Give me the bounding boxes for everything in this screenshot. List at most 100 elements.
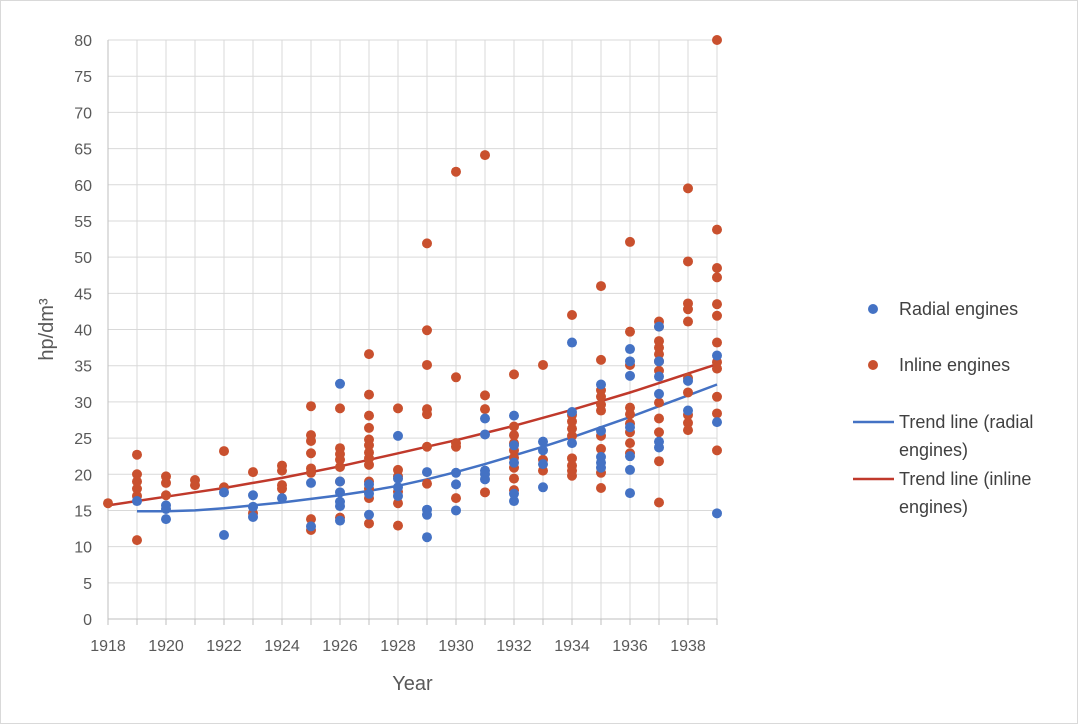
x-tick-label: 1924	[264, 638, 300, 655]
y-tick-label: 80	[74, 33, 92, 50]
x-axis-title: Year	[392, 673, 433, 695]
legend-label: Inline engines	[899, 355, 1010, 375]
radial-engine-point	[364, 479, 374, 490]
x-tick-label: 1926	[322, 638, 358, 655]
inline-engine-point	[393, 498, 403, 509]
radial-engine-point	[422, 532, 432, 543]
radial-engine-point	[335, 515, 345, 526]
inline-engine-point	[132, 535, 142, 546]
inline-engine-point	[654, 427, 664, 438]
radial-engine-point	[451, 479, 461, 490]
y-tick-label: 50	[74, 250, 92, 267]
inline-engine-point	[335, 403, 345, 414]
inline-engine-point	[567, 310, 577, 321]
y-tick-label: 10	[74, 540, 92, 557]
radial-engine-point	[683, 375, 693, 386]
inline-engine-point	[219, 446, 229, 457]
inline-engine-point	[625, 236, 635, 247]
inline-engine-point	[509, 369, 519, 380]
inline-engine-point	[712, 262, 722, 273]
radial-engine-point	[712, 508, 722, 519]
inline-engine-point	[596, 483, 606, 494]
radial-engine-point	[364, 509, 374, 520]
radial-engine-point	[422, 504, 432, 515]
x-tick-label: 1932	[496, 638, 532, 655]
inline-engine-point	[306, 463, 316, 474]
x-tick-label: 1928	[380, 638, 416, 655]
y-tick-label: 55	[74, 214, 92, 231]
inline-engine-point	[567, 460, 577, 471]
inline-engine-point	[364, 389, 374, 400]
inline-engine-point	[596, 399, 606, 410]
inline-engine-point	[712, 310, 722, 321]
inline-engine-point	[422, 441, 432, 452]
legend-label: Trend line (inline	[899, 469, 1031, 489]
y-axis-title: hp/dm³	[36, 298, 58, 361]
radial-engine-point	[654, 356, 664, 367]
radial-engine-point	[480, 465, 490, 476]
radial-engine-point	[393, 430, 403, 441]
inline-engine-point	[480, 404, 490, 415]
y-tick-label: 0	[83, 612, 92, 629]
radial-engine-point	[335, 487, 345, 498]
y-tick-label: 20	[74, 467, 92, 484]
inline-engine-point	[625, 402, 635, 413]
inline-engine-point	[712, 299, 722, 310]
inline-engine-point	[161, 471, 171, 482]
inline-engine-point	[277, 480, 287, 491]
y-tick-label: 30	[74, 395, 92, 412]
radial-engine-point	[219, 487, 229, 498]
inline-engine-point	[364, 422, 374, 433]
inline-engine-point	[712, 408, 722, 419]
inline-engine-point	[654, 336, 664, 347]
radial-engine-point	[538, 459, 548, 470]
inline-engine-point	[596, 281, 606, 292]
inline-engine-point	[509, 473, 519, 484]
inline-engine-point	[480, 390, 490, 401]
y-tick-label: 75	[74, 69, 92, 86]
inline-engine-point	[509, 421, 519, 432]
radial-engine-point	[509, 488, 519, 499]
gridlines	[107, 39, 718, 620]
radial-engine-point	[219, 530, 229, 541]
inline-engine-point	[509, 430, 519, 441]
inline-engine-point	[480, 487, 490, 498]
legend-marker	[868, 304, 878, 314]
trend-line-inline	[107, 363, 718, 507]
radial-engine-point	[480, 413, 490, 424]
inline-engine-point	[712, 272, 722, 283]
inline-engine-point	[335, 443, 345, 454]
radial-engine-point	[509, 496, 519, 507]
y-tick-label: 5	[83, 576, 92, 593]
inline-engine-point	[712, 35, 722, 45]
x-tick-label: 1934	[554, 638, 590, 655]
inline-engine-point	[161, 490, 171, 501]
radial-engine-point	[567, 438, 577, 449]
inline-engine-point	[306, 401, 316, 412]
inline-engine-point	[364, 410, 374, 421]
radial-engine-point	[654, 321, 664, 332]
radial-engine-point	[335, 496, 345, 507]
inline-engine-point	[422, 325, 432, 336]
radial-engine-point	[683, 405, 693, 416]
inline-engine-point	[132, 476, 142, 487]
inline-engine-point	[567, 430, 577, 441]
radial-engine-point	[248, 490, 258, 501]
x-tick-label: 1918	[90, 638, 126, 655]
inline-engine-point	[422, 404, 432, 415]
inline-engine-point	[132, 469, 142, 480]
inline-engine-point	[422, 478, 432, 489]
radial-engine-point	[335, 476, 345, 487]
inline-engine-point	[248, 467, 258, 478]
radial-engine-point	[596, 379, 606, 390]
radial-engine-point	[712, 350, 722, 361]
radial-engine-point	[567, 407, 577, 418]
inline-engine-point	[364, 434, 374, 445]
inline-engine-point	[132, 483, 142, 494]
radial-engine-point	[451, 467, 461, 478]
inline-engine-point	[277, 460, 287, 471]
inline-engine-point	[364, 447, 374, 458]
inline-engine-point	[712, 445, 722, 456]
radial-engine-point	[712, 417, 722, 428]
